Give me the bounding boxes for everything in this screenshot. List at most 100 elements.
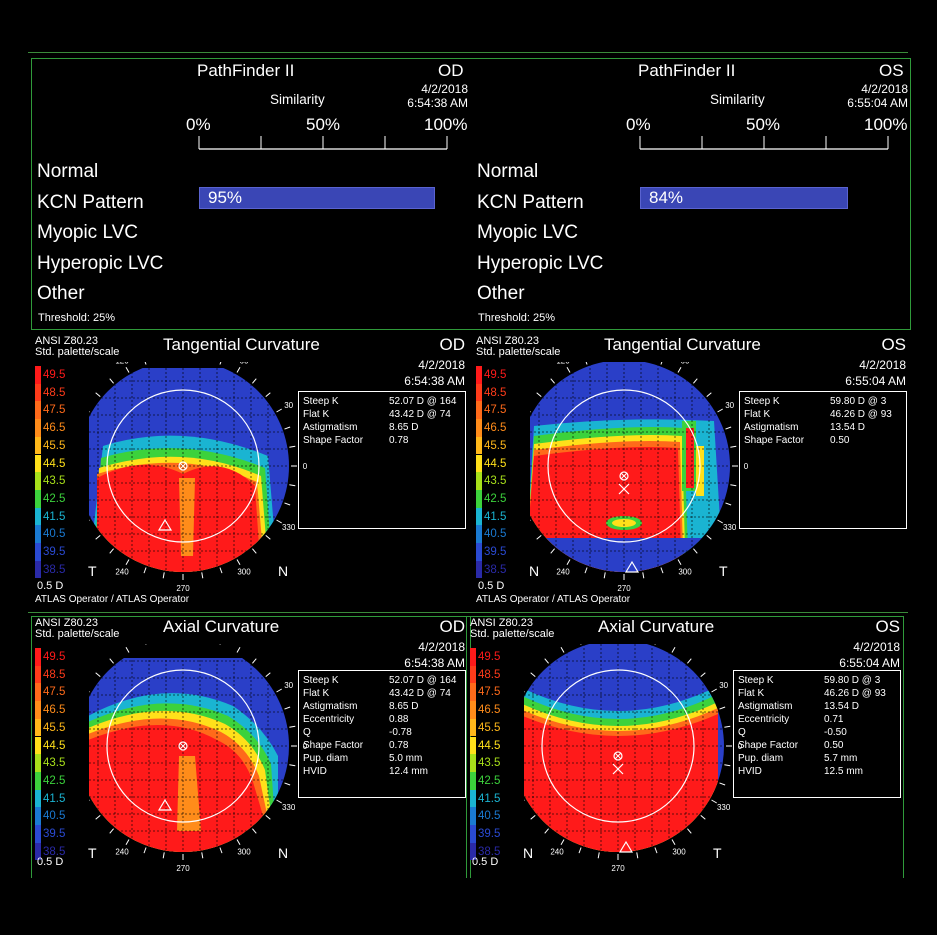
map-title: Tangential Curvature [163, 335, 320, 354]
scale-value: 38.5 [478, 845, 501, 858]
scale-swatch [35, 454, 41, 473]
angle-label: 240 [115, 848, 129, 857]
scale-value: 46.5 [43, 422, 66, 435]
data-row: Astigmatism 8.65 D [303, 421, 461, 434]
scale-swatch [35, 771, 41, 790]
keratometry-box: Steep K 52.07 D @ 164 Flat K 43.42 D @ 74 As… [298, 670, 466, 798]
data-value: 59.80 D @ 3 [830, 396, 887, 407]
category-normal: Normal [477, 161, 539, 182]
angle-label: 30 [725, 401, 734, 410]
data-row: Astigmatism 13.54 D [738, 700, 896, 713]
exam-date: 4/2/2018 [421, 82, 468, 96]
scale-value: 42.5 [478, 774, 501, 787]
data-key: Astigmatism [738, 701, 793, 712]
map-title: Axial Curvature [598, 617, 715, 636]
scale-value: 47.5 [478, 686, 501, 699]
scale-0: 0% [626, 115, 651, 134]
scale-swatch [35, 436, 41, 455]
scale-swatch [470, 701, 476, 719]
data-row: Shape Factor 0.50 [738, 739, 896, 752]
category-myopic-lvc: Myopic LVC [477, 222, 579, 243]
data-row: Shape Factor 0.78 [303, 739, 461, 752]
data-key: Astigmatism [744, 422, 799, 433]
side-left-label: T [88, 563, 97, 579]
map-title: Tangential Curvature [604, 335, 761, 354]
color-scale: 49.5 48.5 47.5 46.5 45.5 44.5 43.5 42.5 41.5 40.5… [35, 366, 75, 596]
data-row: Eccentricity 0.88 [303, 713, 461, 726]
data-value: -0.78 [389, 727, 412, 738]
scale-value: 38.5 [484, 563, 507, 576]
scale-value: 49.5 [484, 369, 507, 381]
scale-value: 45.5 [43, 721, 66, 734]
operator-label: ATLAS Operator / ATLAS Operator [35, 594, 190, 605]
data-key: Shape Factor [303, 740, 364, 751]
category-myopic-lvc: Myopic LVC [37, 222, 139, 243]
scale-value: 46.5 [478, 704, 501, 717]
exam-time: 6:55:04 AM [845, 374, 906, 388]
data-value: 5.0 mm [389, 753, 423, 764]
scale-value: 46.5 [484, 422, 507, 435]
angle-label: 60 [675, 644, 684, 645]
data-key: Eccentricity [303, 714, 355, 725]
scale-value: 41.5 [484, 510, 507, 523]
scale-value: 44.5 [478, 739, 501, 752]
scale-value: 45.5 [478, 721, 501, 734]
angle-label: 330 [282, 803, 296, 812]
data-row: Pup. diam 5.0 mm [303, 752, 461, 765]
scale-value: 39.5 [484, 546, 507, 558]
angle-label: 60 [240, 644, 249, 645]
scale-value: 39.5 [43, 546, 66, 558]
scale-value: 47.5 [484, 404, 507, 417]
scale-value: 47.5 [43, 404, 66, 417]
similarity-axis [198, 136, 448, 150]
scale-swatch [35, 401, 41, 420]
angle-label: 240 [115, 568, 129, 577]
scale-value: 48.5 [484, 386, 507, 399]
angle-label: 120 [115, 644, 129, 645]
data-value: 0.71 [824, 714, 844, 725]
data-row: Flat K 43.42 D @ 74 [303, 408, 461, 421]
angle-label: 240 [550, 848, 564, 857]
scale-swatch [35, 525, 41, 543]
scale-value: 48.5 [478, 668, 501, 681]
side-right-label: N [278, 563, 289, 579]
scale-swatch [470, 648, 476, 666]
topography-map: 9060300330300270240210180150120 [524, 644, 743, 873]
scale-value: 41.5 [478, 792, 501, 805]
data-key: Q [303, 727, 311, 738]
middle-divider [28, 612, 908, 613]
data-value: 46.26 D @ 93 [830, 409, 892, 420]
scale-swatch [476, 489, 482, 508]
threshold-od: Threshold: 25% [38, 312, 116, 324]
scale-value: 40.5 [478, 810, 501, 823]
data-row: Pup. diam 5.7 mm [738, 752, 896, 765]
data-value: 8.65 D [389, 701, 419, 712]
exam-time: 6:54:38 AM [404, 374, 465, 388]
keratometry-box: Steep K 59.80 D @ 3 Flat K 46.26 D @ 93 Asti… [733, 670, 901, 798]
data-value: 0.88 [389, 714, 409, 725]
scale-value: 49.5 [43, 369, 66, 381]
scale-swatch [470, 736, 476, 755]
data-key: Flat K [303, 409, 330, 420]
scale-50: 50% [746, 115, 781, 134]
tangential-os-panel: ANSI Z80.23 Std. palette/scale Tangential … [474, 335, 910, 608]
data-key: Pup. diam [303, 753, 349, 764]
scale-value: 44.5 [43, 457, 66, 470]
data-key: HVID [738, 766, 762, 777]
color-scale: 49.5 48.5 47.5 46.5 45.5 44.5 43.5 42.5 41.5 40.5… [476, 366, 516, 596]
side-left-label: N [523, 845, 534, 861]
data-value: 5.7 mm [824, 753, 858, 764]
scale-value: 44.5 [484, 457, 507, 470]
scale-swatch [476, 436, 482, 455]
data-value: 13.54 D [824, 701, 860, 712]
categories-od: Normal KCN Pattern Myopic LVC Hyperopic … [37, 157, 163, 310]
scale-swatch [470, 771, 476, 790]
category-other: Other [477, 283, 525, 304]
data-key: Astigmatism [303, 422, 358, 433]
scale-swatch [470, 683, 476, 702]
angle-label: 0 [744, 462, 749, 471]
scale-value: 42.5 [484, 492, 507, 505]
category-kcn-pattern: KCN Pattern [477, 191, 584, 213]
scale-swatch [476, 525, 482, 543]
axial-od-panel: ANSI Z80.23 Std. palette/scale Axial Curva… [33, 617, 469, 876]
